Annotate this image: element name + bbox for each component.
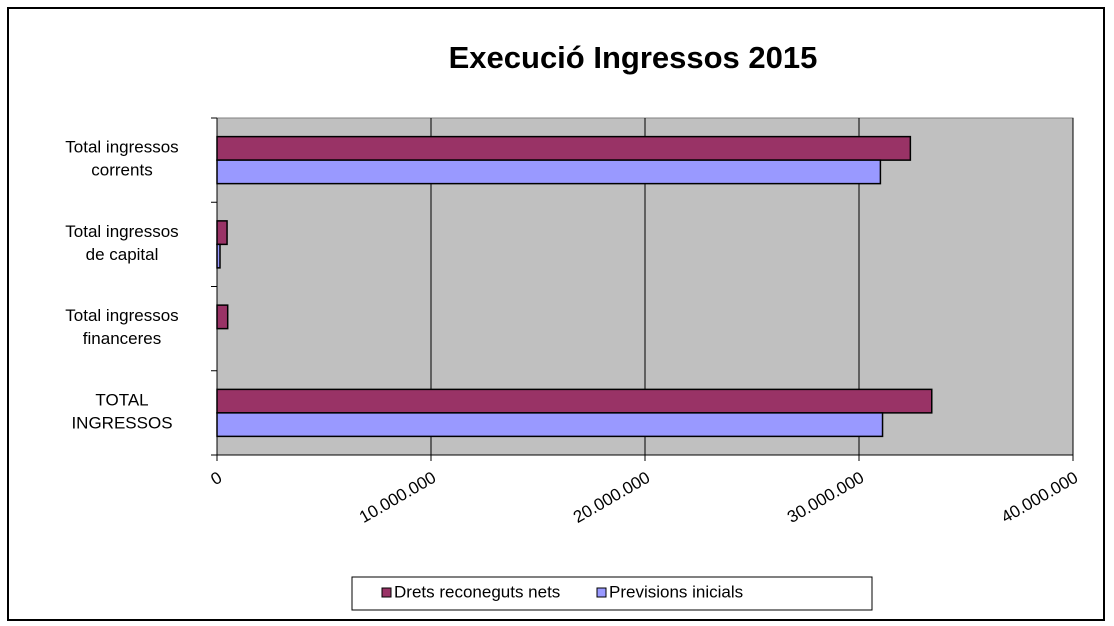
bar [216,412,884,438]
bar [216,304,229,330]
bar [216,243,221,269]
bar [216,135,912,161]
legend-label: Drets reconeguts nets [394,582,560,601]
bar [216,220,228,246]
legend-label: Previsions inicials [609,582,743,601]
y-tick-label: TOTAL INGRESSOS [71,391,172,433]
bar [216,159,882,185]
legend-box [351,576,873,611]
y-tick-label: Total ingressos financeres [65,307,178,349]
legend-swatch [596,587,607,598]
y-tick-label: Total ingressos corrents [65,138,178,180]
legend-swatch [381,587,392,598]
chart-title: Execució Ingressos 2015 [449,40,818,75]
y-tick-label: Total ingressos de capital [65,222,178,264]
bar [216,388,933,414]
